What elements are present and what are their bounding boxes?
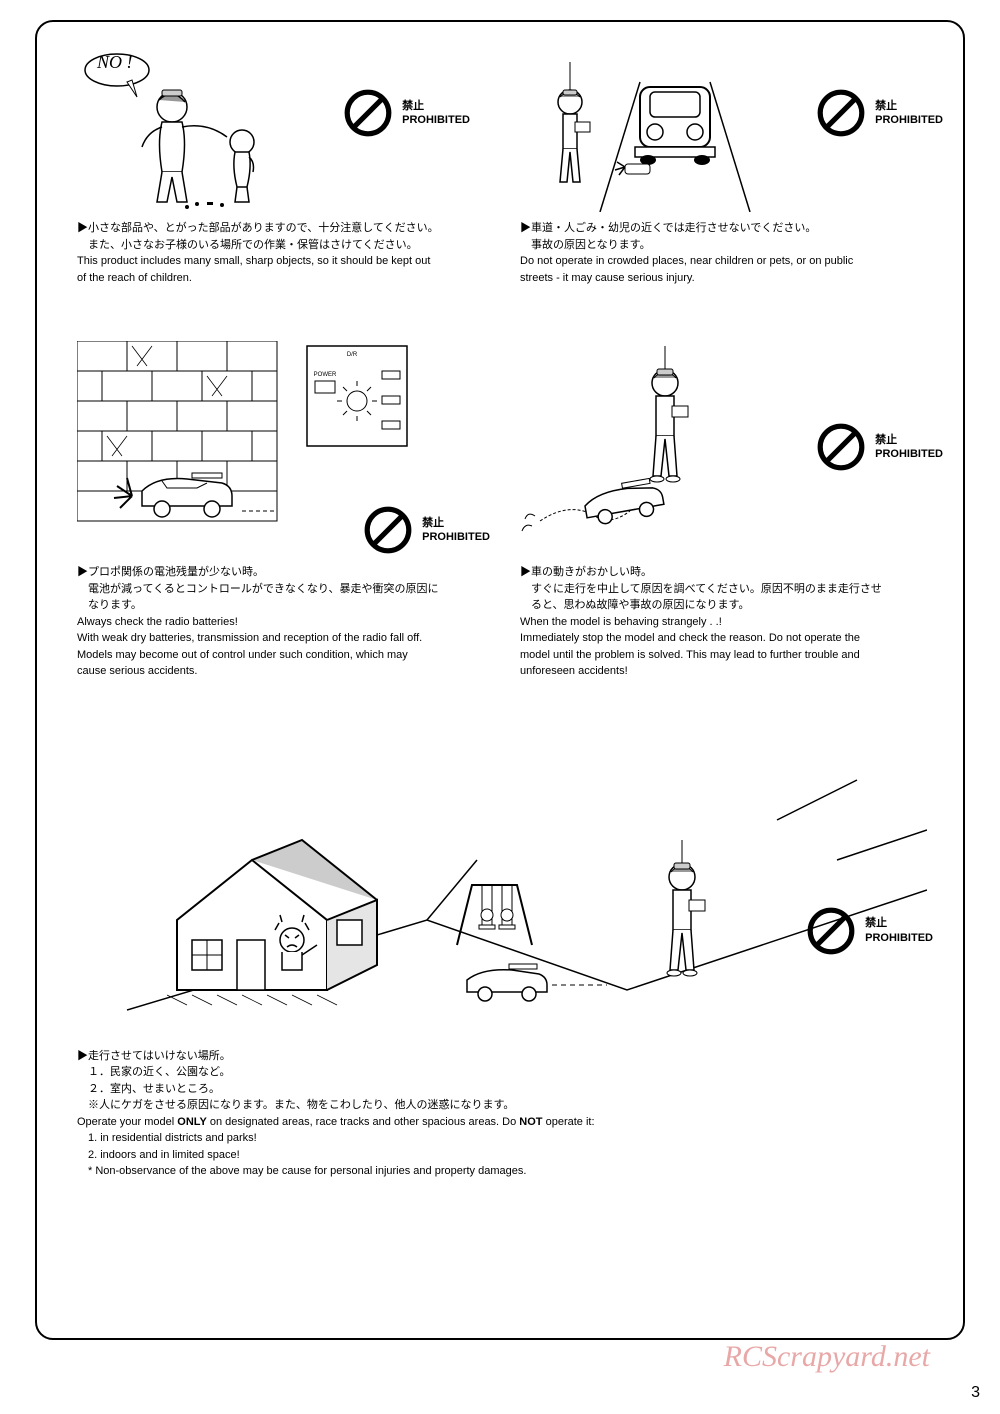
prohibit-4: 禁止 PROHIBITED (815, 421, 943, 473)
text-sec3: ▶プロポ関係の電池残量が少ない時。 電池が減ってくるとコントロールができなくなり… (77, 564, 480, 680)
page-number: 3 (971, 1384, 980, 1402)
prohibit-label: 禁止 PROHIBITED (422, 516, 490, 545)
section-locations: 禁止 PROHIBITED ▶走行させてはいけない場所。 １．民家の近く、公園な… (77, 770, 923, 1180)
text-sec1: ▶小さな部品や、とがった部品がありますので、十分注意してください。 また、小さな… (77, 220, 480, 286)
section-street: 禁止 PROHIBITED ▶車道・人ごみ・幼児の近くでは走行させないでください… (520, 52, 923, 286)
watermark: RCScrapyard.net (724, 1340, 930, 1374)
illus-strange-behavior (520, 341, 820, 556)
illus-house-park (77, 770, 927, 1040)
prohibit-3: 禁止 PROHIBITED (362, 504, 490, 556)
section-small-parts: NO ! (77, 52, 480, 286)
prohibit-icon (805, 905, 857, 957)
svg-text:D/R: D/R (347, 352, 358, 358)
prohibit-icon (342, 87, 394, 139)
prohibit-2: 禁止 PROHIBITED (815, 87, 943, 139)
prohibit-label: 禁止 PROHIBITED (865, 916, 933, 945)
section-batteries: POWER (77, 341, 480, 680)
prohibit-label: 禁止 PROHIBITED (402, 99, 470, 128)
text-sec2: ▶車道・人ごみ・幼児の近くでは走行させないでください。 事故の原因となります。 … (520, 220, 923, 286)
speech-bubble-no: NO ! (97, 52, 133, 73)
section-strange: 禁止 PROHIBITED ▶車の動きがおかしい時。 すぐに走行を中止して原因を… (520, 341, 923, 680)
row-2: POWER (77, 341, 923, 680)
prohibit-icon (362, 504, 414, 556)
prohibit-label: 禁止 PROHIBITED (875, 99, 943, 128)
text-sec4: ▶車の動きがおかしい時。 すぐに走行を中止して原因を調べてください。原因不明のま… (520, 564, 923, 680)
row-1: NO ! (77, 52, 923, 286)
page-frame: NO ! (35, 20, 965, 1340)
prohibit-label: 禁止 PROHIBITED (875, 433, 943, 462)
illus-adult-child (77, 52, 327, 212)
prohibit-1: 禁止 PROHIBITED (342, 87, 470, 139)
svg-text:POWER: POWER (314, 372, 337, 378)
prohibit-5: 禁止 PROHIBITED (805, 905, 933, 957)
text-sec5: ▶走行させてはいけない場所。 １．民家の近く、公園など。 ２．室内、せまいところ… (77, 1048, 923, 1180)
prohibit-icon (815, 87, 867, 139)
prohibit-icon (815, 421, 867, 473)
illus-street-car (520, 52, 810, 212)
